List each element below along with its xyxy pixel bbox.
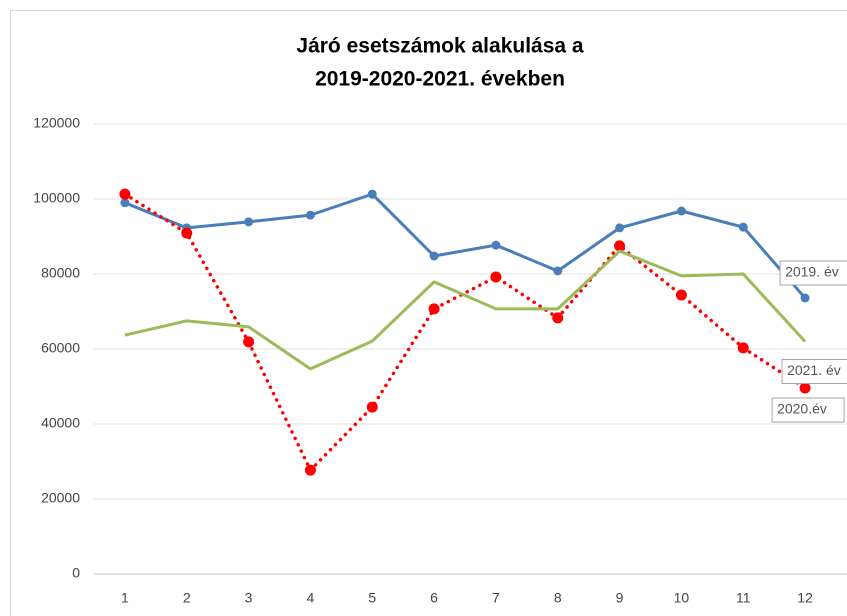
data-label-box — [779, 260, 847, 286]
y-tick-label: 20000 — [41, 490, 80, 506]
series-marker — [615, 223, 625, 233]
y-tick-label: 80000 — [41, 265, 80, 281]
x-tick-label: 6 — [430, 590, 438, 606]
series-marker — [429, 251, 439, 261]
data-label-box — [771, 397, 845, 423]
x-tick-label: 1 — [121, 590, 129, 606]
y-tick-label: 100000 — [33, 190, 80, 206]
x-tick-label: 2 — [183, 590, 191, 606]
series-marker — [490, 271, 502, 283]
series-marker — [119, 188, 131, 200]
data-label: 2021. év — [787, 362, 841, 378]
x-tick-label: 9 — [616, 590, 624, 606]
series-marker — [614, 240, 626, 252]
x-tick-label: 7 — [492, 590, 500, 606]
data-label: 2019. év — [785, 264, 839, 280]
x-tick-label: 12 — [797, 590, 813, 606]
x-tick-label: 8 — [554, 590, 562, 606]
x-tick-label: 3 — [245, 590, 253, 606]
series-line — [124, 192, 807, 299]
y-tick-label: 40000 — [41, 415, 80, 431]
series-marker — [553, 266, 563, 276]
x-tick-label: 10 — [674, 590, 690, 606]
series-marker — [552, 312, 564, 324]
x-tick-label: 11 — [736, 590, 751, 606]
series-line — [124, 249, 807, 371]
series-marker — [675, 289, 687, 301]
series-marker — [304, 464, 316, 476]
series-marker — [738, 222, 748, 232]
x-tick-label: 5 — [368, 590, 376, 606]
series-marker — [244, 217, 254, 227]
x-tick-label: 4 — [307, 590, 315, 606]
data-label: 2020.év — [777, 401, 827, 417]
series-marker — [428, 303, 440, 315]
series-marker — [305, 210, 315, 220]
series-marker — [367, 189, 377, 199]
chart-border — [10, 10, 847, 616]
chart-title: 2019-2020-2021. években — [315, 68, 565, 91]
series-marker — [491, 240, 501, 250]
series-marker — [676, 206, 686, 216]
series-marker — [181, 227, 193, 239]
series-line — [123, 192, 807, 472]
series-marker — [243, 336, 255, 348]
series-marker — [737, 342, 749, 354]
series-marker — [120, 198, 130, 208]
series-marker — [366, 401, 378, 413]
series-marker — [800, 293, 810, 303]
y-tick-label: 60000 — [41, 340, 80, 356]
series-marker — [799, 382, 811, 394]
y-tick-label: 120000 — [33, 115, 80, 131]
data-label-box — [781, 359, 847, 384]
chart-title: Járó esetszámok alakulása a — [296, 35, 584, 58]
y-tick-label: 0 — [72, 565, 80, 581]
